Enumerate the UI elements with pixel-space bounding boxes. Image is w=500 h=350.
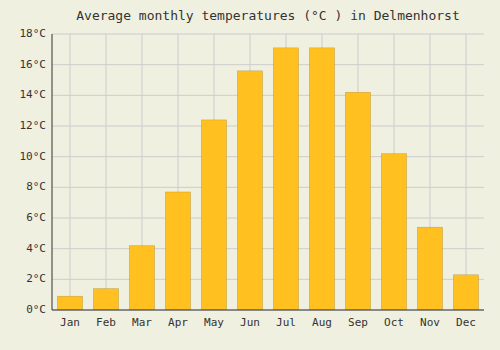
y-axis: 0°C 2°C 4°C 6°C 8°C 10°C 12°C 14°C 16°C 18°C [20, 27, 485, 316]
x-tick-label: Mar [132, 316, 152, 329]
y-grid-line [52, 64, 484, 65]
bar [237, 71, 262, 310]
x-grid-line [106, 34, 107, 310]
bar [309, 48, 334, 310]
y-grid-line [52, 95, 484, 96]
y-grid-line [52, 126, 484, 127]
x-tick-label: Apr [168, 316, 188, 329]
bar [93, 289, 118, 310]
x-tick-label: Feb [96, 316, 116, 329]
x-tick-label: May [204, 316, 224, 329]
chart: 0°C 2°C 4°C 6°C 8°C 10°C 12°C 14°C 16°C 18°C Jan Fe… [0, 0, 500, 350]
x-tick-label: Jul [276, 316, 296, 329]
y-tick-label: 2°C [26, 272, 46, 285]
y-grid-line [52, 187, 484, 188]
bar [273, 48, 298, 310]
x-tick-label: Oct [384, 316, 404, 329]
x-axis: Jan Feb Mar Apr May Jun Jul Aug Sep Oct Nov Dec [60, 34, 476, 329]
bar [165, 192, 190, 310]
x-tick-label: Jun [240, 316, 260, 329]
bar [345, 92, 370, 310]
bars [57, 48, 478, 310]
chart-container: 0°C 2°C 4°C 6°C 8°C 10°C 12°C 14°C 16°C 18°C Jan Fe… [0, 0, 500, 350]
y-grid-line [52, 310, 484, 311]
bar [381, 154, 406, 310]
y-tick-label: 8°C [26, 180, 46, 193]
y-tick-label: 10°C [20, 150, 47, 163]
x-grid-line [70, 34, 71, 310]
bar [57, 296, 82, 310]
y-tick-label: 14°C [20, 88, 47, 101]
y-tick-label: 4°C [26, 242, 46, 255]
x-grid-line [466, 34, 467, 310]
x-axis-line [52, 310, 484, 311]
title: Average monthly temperatures (°C ) in De… [76, 8, 460, 23]
x-tick-label: Jan [60, 316, 80, 329]
bar [201, 120, 226, 310]
y-tick-label: 18°C [20, 27, 47, 40]
bar [129, 246, 154, 310]
background [0, 0, 500, 350]
bar [417, 227, 442, 310]
y-tick-label: 16°C [20, 58, 47, 71]
x-tick-label: Sep [348, 316, 368, 329]
y-grid-line [52, 34, 484, 35]
x-tick-label: Aug [312, 316, 332, 329]
y-tick-label: 12°C [20, 119, 47, 132]
y-grid-line [52, 156, 484, 157]
y-tick-label: 6°C [26, 211, 46, 224]
y-tick-label: 0°C [26, 303, 46, 316]
y-axis-line [52, 34, 53, 310]
y-grid-line [52, 218, 484, 219]
x-tick-label: Nov [420, 316, 440, 329]
bar [453, 275, 478, 310]
x-tick-label: Dec [456, 316, 476, 329]
